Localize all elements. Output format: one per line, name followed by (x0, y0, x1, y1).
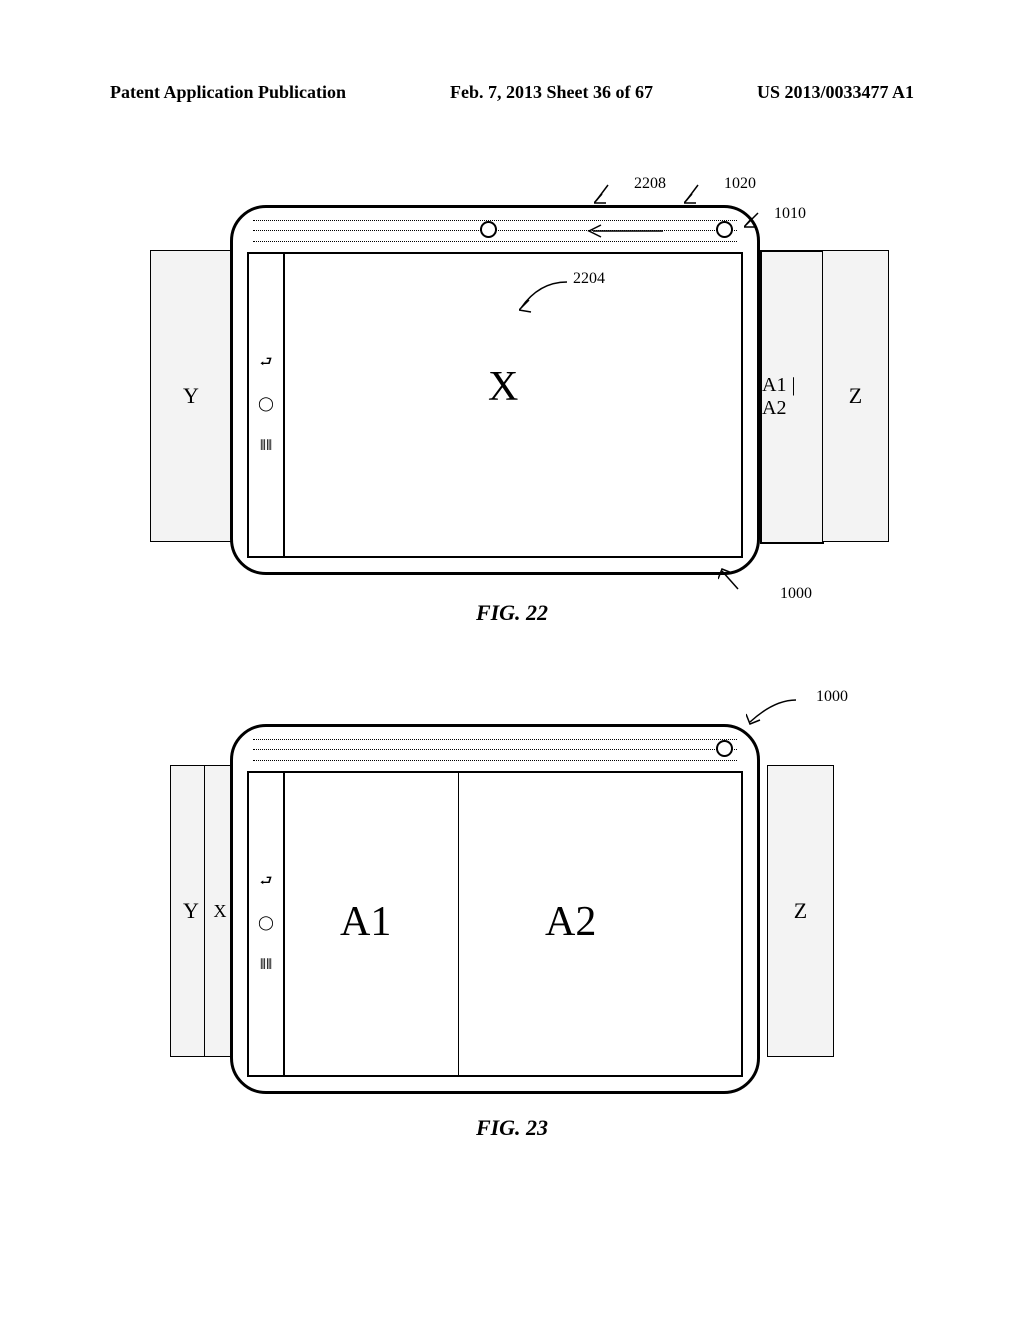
panel-y-label: Y (183, 383, 199, 409)
camera-icon (716, 221, 733, 238)
region-a2-label: A2 (545, 898, 596, 946)
header-right: US 2013/0033477 A1 (757, 82, 914, 103)
panel-z-label: Z (794, 898, 807, 924)
circle-icon: ◯ (258, 398, 274, 412)
camera-icon (716, 740, 733, 757)
fig22-caption: FIG. 22 (0, 600, 1024, 626)
side-button-column: ⮐ ◯ ⦀⦀ (247, 771, 285, 1077)
figure-22: Y ⮐ ◯ ⦀⦀ X (0, 205, 1024, 635)
page: Patent Application Publication Feb. 7, 2… (0, 0, 1024, 1320)
panel-a1a2-label: A1 | A2 (762, 374, 822, 420)
circle-icon: ◯ (258, 917, 274, 931)
lead-1000-f23 (746, 696, 802, 726)
status-bar-dots (253, 739, 737, 761)
header-center: Feb. 7, 2013 Sheet 36 of 67 (450, 82, 653, 103)
device-outline: ⮐ ◯ ⦀⦀ X 2204 (230, 205, 760, 575)
panel-a1a2: A1 | A2 (760, 250, 824, 544)
panel-y-label: Y (183, 898, 199, 924)
back-icon: ⮐ (260, 875, 273, 889)
ref-1000-f23: 1000 (816, 688, 848, 706)
panel-x-label: X (214, 901, 227, 922)
split-divider (458, 773, 459, 1075)
speaker-icon: ⦀⦀ (260, 440, 272, 454)
speaker-icon: ⦀⦀ (260, 959, 272, 973)
ref-2208: 2208 (634, 175, 666, 193)
side-button-column: ⮐ ◯ ⦀⦀ (247, 252, 285, 558)
header-left: Patent Application Publication (110, 82, 346, 103)
back-icon: ⮐ (260, 356, 273, 370)
panel-z: Z (822, 250, 889, 542)
panel-z: Z (767, 765, 834, 1057)
page-header: Patent Application Publication Feb. 7, 2… (110, 82, 914, 103)
panel-y: Y (150, 250, 232, 542)
device-outline: ⮐ ◯ ⦀⦀ A1 A2 (230, 724, 760, 1094)
ref-2204: 2204 (573, 270, 605, 288)
screen-area: A1 A2 (283, 771, 743, 1077)
ref-1010: 1010 (774, 205, 806, 223)
lead-1000-f22 (718, 567, 768, 597)
camera-icon (480, 221, 497, 238)
ref-1020: 1020 (724, 175, 756, 193)
region-x-label: X (488, 363, 518, 411)
drag-arrow-icon (583, 224, 663, 238)
panel-z-label: Z (849, 383, 862, 409)
region-a1-label: A1 (340, 898, 391, 946)
figure-23: Y X ⮐ ◯ ⦀⦀ A1 A2 Z (0, 700, 1024, 1170)
fig23-caption: FIG. 23 (0, 1115, 1024, 1141)
lead-2204 (519, 278, 579, 318)
